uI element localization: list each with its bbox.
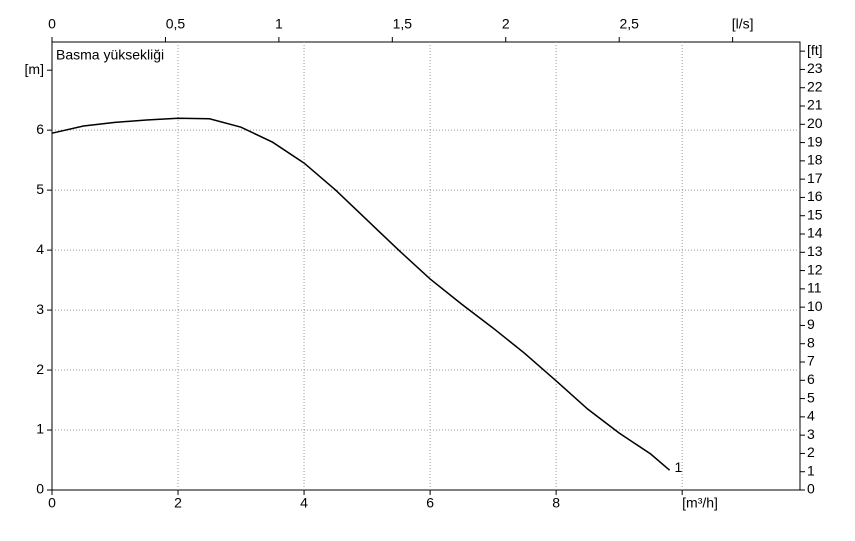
y2-tick-label: 14 xyxy=(807,225,823,241)
y2-tick-label: 0 xyxy=(807,481,815,497)
y2-tick-label: [ft] xyxy=(807,42,823,58)
y2-tick-label: 3 xyxy=(807,426,815,442)
y-tick-label: 0 xyxy=(36,481,44,497)
y2-tick-label: 12 xyxy=(807,261,823,277)
y2-tick-label: 9 xyxy=(807,316,815,332)
y2-tick-label: 10 xyxy=(807,298,823,314)
y2-tick-label: 11 xyxy=(807,280,822,296)
x-tick-label: 6 xyxy=(426,495,434,511)
y2-tick-label: 19 xyxy=(807,133,823,149)
x-tick-label: [m³/h] xyxy=(682,495,718,511)
y2-tick-label: 13 xyxy=(807,243,823,259)
x2-tick-label: 1 xyxy=(275,16,283,32)
y2-tick-label: 7 xyxy=(807,353,815,369)
y-tick-label: 6 xyxy=(36,121,44,137)
y2-tick-label: 23 xyxy=(807,60,823,76)
x2-tick-label: 1,5 xyxy=(393,16,413,32)
y2-tick-label: 18 xyxy=(807,152,823,168)
y-tick-label: 5 xyxy=(36,181,44,197)
y-tick-label: 3 xyxy=(36,301,44,317)
x-tick-label: 0 xyxy=(48,495,56,511)
x-tick-label: 4 xyxy=(300,495,308,511)
y2-tick-label: 15 xyxy=(807,206,823,222)
y2-tick-label: 20 xyxy=(807,115,823,131)
curve xyxy=(51,117,671,471)
y2-tick-label: 2 xyxy=(807,444,815,460)
y-tick-label: 1 xyxy=(36,421,44,437)
y2-tick-label: 16 xyxy=(807,188,823,204)
y2-tick-label: 6 xyxy=(807,371,815,387)
y2-tick-label: 4 xyxy=(807,408,815,424)
x-tick-label: 8 xyxy=(552,495,560,511)
x2-tick-label: 0,5 xyxy=(166,16,186,32)
y2-tick-label: 21 xyxy=(807,97,823,113)
x2-tick-label: 2,5 xyxy=(619,16,639,32)
y2-tick-label: 22 xyxy=(807,78,823,94)
x2-tick-label: [l/s] xyxy=(732,16,754,32)
y2-tick-label: 17 xyxy=(807,170,823,186)
y-tick-label: 2 xyxy=(36,361,44,377)
x2-tick-label: 2 xyxy=(502,16,510,32)
y-tick-label: [m] xyxy=(25,61,44,77)
x-tick-label: 2 xyxy=(174,495,182,511)
y2-tick-label: 1 xyxy=(807,462,815,478)
y2-tick-label: 8 xyxy=(807,334,815,350)
chart-title: Basma yüksekliği xyxy=(56,47,164,63)
series-label: 1 xyxy=(675,459,683,475)
y-tick-label: 4 xyxy=(36,241,44,257)
plot-frame xyxy=(51,41,801,491)
x2-tick-label: 0 xyxy=(48,16,56,32)
y2-tick-label: 5 xyxy=(807,389,815,405)
